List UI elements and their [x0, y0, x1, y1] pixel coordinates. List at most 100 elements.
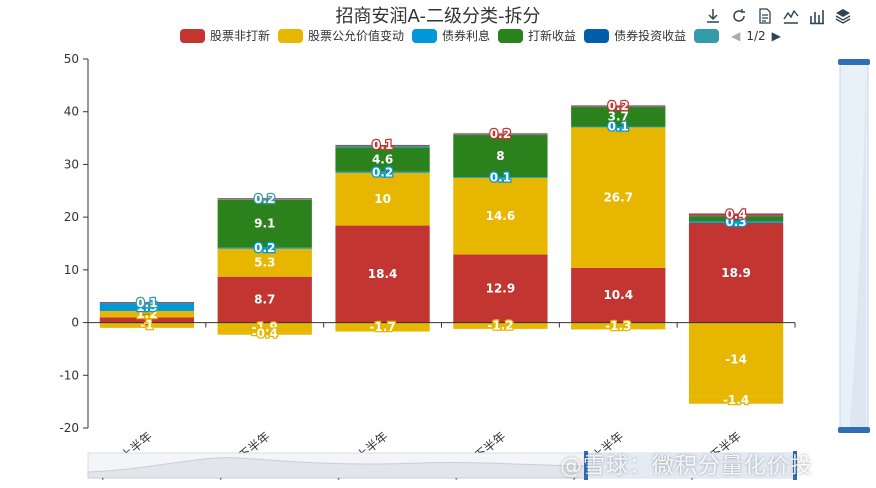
data-label: 0.1	[372, 138, 393, 152]
refresh-icon[interactable]	[729, 6, 749, 26]
data-label: 10.4	[603, 288, 633, 302]
bar-segment	[217, 198, 312, 200]
data-label: 0.3	[725, 215, 746, 229]
bar-segment	[99, 302, 195, 303]
data-label: 0.1	[490, 170, 511, 184]
bar-segment	[453, 133, 548, 135]
bar-segment	[453, 134, 548, 136]
y-tick-label: -20	[59, 421, 79, 435]
data-label: 0.1	[608, 120, 629, 134]
data-label: 12.9	[486, 282, 516, 296]
y-tick-label: 50	[64, 52, 79, 66]
line-chart-icon[interactable]	[781, 6, 801, 26]
slider-handle-bottom[interactable]	[838, 427, 870, 433]
data-label: -1.9	[252, 321, 278, 335]
y-tick-label: -10	[59, 368, 79, 382]
bar-segment	[217, 198, 312, 199]
data-label: 0.4	[725, 208, 746, 222]
slider-handle-top[interactable]	[838, 59, 870, 65]
download-icon[interactable]	[703, 6, 723, 26]
legend-swatch	[278, 28, 304, 43]
bar-segment	[217, 247, 312, 249]
slider-handle-right[interactable]	[793, 451, 797, 480]
data-label: 0.2	[372, 165, 393, 179]
data-label: 9.1	[254, 217, 275, 231]
zoom-slider-horizontal[interactable]	[87, 451, 797, 480]
y-tick-label: 10	[64, 263, 79, 277]
data-label: 0.2	[490, 127, 511, 141]
bar-segment	[99, 322, 195, 328]
y-tick-label: 30	[64, 157, 79, 171]
legend-item-ipo-income[interactable]: 打新收益	[498, 27, 576, 44]
bar-segment	[217, 199, 312, 248]
legend-swatch	[412, 28, 438, 43]
legend-item-series-6[interactable]	[694, 28, 720, 43]
bar-segment	[571, 127, 666, 268]
data-label: 1	[143, 313, 151, 327]
data-label: 18.9	[721, 266, 751, 280]
bar-segment	[99, 317, 195, 323]
bar-segment	[688, 221, 784, 223]
bar-segment	[453, 322, 548, 329]
bar-segment	[335, 147, 430, 172]
data-label: 8.7	[254, 293, 275, 307]
data-label: 0.2	[608, 99, 629, 113]
bar-segment	[335, 172, 430, 226]
legend-swatch	[498, 28, 524, 43]
bar-segment	[99, 310, 195, 318]
bar-segment	[571, 267, 666, 323]
legend-item-stock-fair-value[interactable]: 股票公允价值变动	[278, 27, 404, 44]
bar-series	[99, 105, 784, 404]
legend-label: 债券投资收益	[614, 29, 687, 43]
data-label: 10	[374, 192, 391, 206]
data-labels: 1-11.21.50.1 8.7-1.95.30.29.10.2-0.418.4-…	[135, 98, 752, 409]
data-label: -1.2	[487, 319, 513, 333]
bar-segment	[453, 177, 548, 178]
bar-segment	[217, 276, 312, 323]
bar-segment	[688, 396, 784, 404]
legend-item-stock-non-ipo[interactable]: 股票非打新	[180, 27, 270, 44]
legend-label: 债券利息	[442, 29, 491, 43]
toolbox	[703, 6, 853, 26]
bar-segment	[688, 222, 784, 323]
legend: 股票非打新 股票公允价值变动 债券利息 打新收益 债券投资收益 ◀ 1/2 ▶	[180, 27, 781, 44]
legend-label: 股票非打新	[210, 29, 271, 43]
data-label: -1.4	[723, 393, 749, 407]
data-label: -14	[725, 352, 747, 366]
data-label: 0.1	[136, 296, 157, 310]
pager-prev-icon[interactable]: ◀	[731, 28, 741, 43]
data-label: 18.4	[368, 267, 398, 281]
data-label: -1.3	[605, 319, 631, 333]
y-tick-label: 20	[64, 210, 79, 224]
slider-handle-left[interactable]	[584, 451, 588, 480]
bar-segment	[453, 177, 548, 255]
pager-next-icon[interactable]: ▶	[771, 28, 781, 43]
data-label: -0.4	[252, 327, 278, 341]
legend-item-bond-investment-income[interactable]: 债券投资收益	[584, 27, 686, 44]
legend-pager: ◀ 1/2 ▶	[731, 29, 781, 43]
bar-segment	[335, 322, 430, 332]
legend-swatch	[180, 28, 205, 43]
data-label: -1	[140, 318, 153, 332]
bar-segment	[217, 322, 312, 333]
bar-segment	[99, 302, 195, 304]
bar-segment	[688, 322, 784, 397]
legend-page-number: 1/2	[746, 28, 766, 43]
bar-chart-icon[interactable]	[807, 6, 827, 26]
data-view-icon[interactable]	[755, 6, 775, 26]
legend-swatch	[694, 28, 720, 43]
bar-segment	[571, 106, 666, 127]
bar-segment	[217, 332, 312, 335]
bar-segment	[571, 106, 666, 108]
stack-icon[interactable]	[833, 6, 853, 26]
data-label: 8	[496, 149, 504, 163]
zoom-slider-vertical[interactable]	[838, 59, 870, 433]
bar-segment	[688, 213, 784, 216]
data-label: 1.2	[136, 307, 157, 321]
legend-item-bond-interest[interactable]: 债券利息	[412, 27, 490, 44]
data-label: 3.7	[608, 110, 629, 124]
bar-segment	[335, 145, 430, 148]
y-tick-label: 0	[71, 316, 79, 330]
y-axis: -20 -10 0 10 20 30 40 50	[59, 52, 89, 435]
